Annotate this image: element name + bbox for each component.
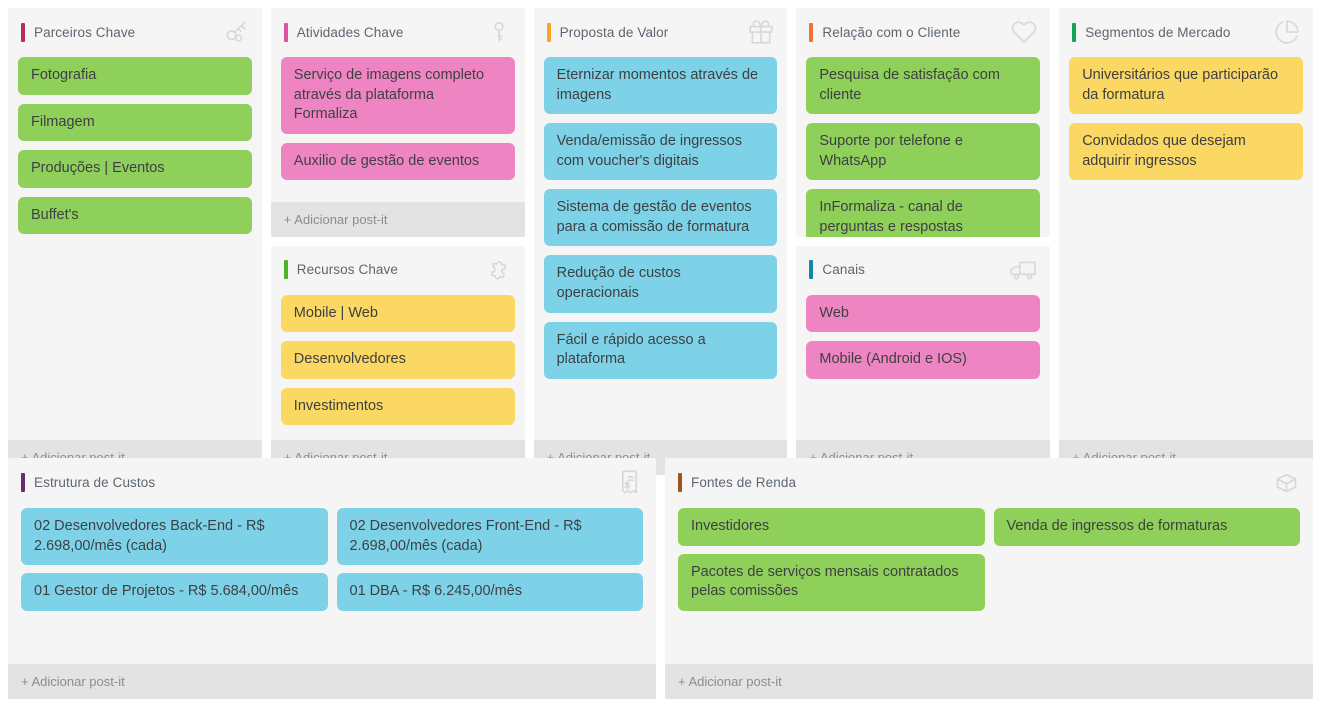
gift-icon [748, 19, 774, 45]
postit[interactable]: Fácil e rápido acesso a plataforma [543, 321, 778, 379]
accent-bar [283, 22, 288, 42]
section-header: Proposta de Valor [534, 8, 788, 54]
accent-bar [283, 260, 288, 280]
postit[interactable]: InFormaliza - canal de perguntas e respo… [806, 189, 1041, 237]
keys-icon [223, 19, 249, 45]
section-segmentos-de-mercado: Segmentos de Mercado Universitários que … [1059, 8, 1313, 475]
section-title: Parceiros Chave [34, 24, 136, 40]
postit-list: Mobile | Web Desenvolvedores Investiment… [271, 292, 525, 440]
section-atividades-chave: Atividades Chave Serviço de imagens comp… [270, 8, 525, 237]
postit[interactable]: Eternizar momentos através de imagens [543, 57, 778, 115]
section-title: Canais [822, 262, 866, 278]
key-icon [486, 19, 512, 45]
postit[interactable]: Desenvolvedores [280, 341, 515, 379]
postit-list: Web Mobile (Android e IOS) [796, 292, 1050, 440]
accent-bar [809, 22, 814, 42]
section-title: Segmentos de Mercado [1085, 24, 1231, 40]
accent-bar [546, 22, 551, 42]
canvas-bottom-row: Estrutura de Custos $ 02 Desenvolvedores… [8, 458, 1313, 699]
section-title: Recursos Chave [296, 262, 398, 278]
section-title: Relação com o Cliente [822, 24, 961, 40]
postit[interactable]: Sistema de gestão de eventos para a comi… [543, 189, 778, 247]
postit[interactable]: Filmagem [18, 103, 252, 142]
pie-chart-icon [1274, 19, 1300, 45]
postit[interactable]: Redução de custos operacionais [543, 255, 778, 313]
postit[interactable]: Investimentos [280, 387, 515, 426]
postit[interactable]: Auxilio de gestão de eventos [280, 142, 515, 181]
postit[interactable]: 02 Desenvolvedores Front-End - R$ 2.698,… [336, 508, 643, 566]
postit-list: Fotografia Filmagem Produções | Eventos … [8, 54, 262, 440]
postit[interactable]: 01 Gestor de Projetos - R$ 5.684,00/mês [21, 573, 328, 611]
postit[interactable]: Fotografia [18, 57, 252, 95]
canvas-top-row: Parceiros Chave Fotografia Filmagem Prod… [8, 8, 1313, 475]
section-header: Recursos Chave [271, 246, 525, 292]
heart-icon [1011, 19, 1037, 45]
section-parceiros-chave: Parceiros Chave Fotografia Filmagem Prod… [8, 8, 262, 475]
postit[interactable]: Buffet's [18, 196, 252, 235]
canvas-column: Relação com o Cliente Pesquisa de satisf… [796, 8, 1051, 475]
postit[interactable]: Pesquisa de satisfação com cliente [806, 57, 1041, 115]
postit[interactable]: 01 DBA - R$ 6.245,00/mês [336, 573, 643, 611]
postit-list: Eternizar momentos através de imagens Ve… [534, 54, 788, 440]
section-header: Fontes de Renda [665, 458, 1313, 505]
accent-bar [809, 260, 814, 280]
section-canais: Canais Web Mobile (Android e IOS) + Adic… [796, 245, 1051, 475]
section-title: Estrutura de Custos [34, 475, 156, 490]
postit[interactable]: Venda/emissão de ingressos com voucher's… [543, 123, 778, 181]
accent-bar [1072, 22, 1077, 42]
section-header: Canais [796, 246, 1050, 292]
postit[interactable]: 02 Desenvolvedores Back-End - R$ 2.698,0… [21, 508, 328, 566]
section-header: Segmentos de Mercado [1059, 8, 1313, 54]
section-header: Parceiros Chave [8, 8, 262, 54]
add-postit-button[interactable]: + Adicionar post-it [665, 664, 1313, 699]
section-recursos-chave: Recursos Chave Mobile | Web Desenvolvedo… [270, 245, 525, 475]
section-proposta-de-valor: Proposta de Valor Eternizar momentos atr… [533, 8, 788, 475]
add-postit-button[interactable]: + Adicionar post-it [8, 664, 656, 699]
postit-grid: 02 Desenvolvedores Back-End - R$ 2.698,0… [8, 505, 656, 664]
postit-list: Universitários que participarão da forma… [1059, 54, 1313, 440]
section-title: Proposta de Valor [559, 24, 669, 40]
postit[interactable]: Web [806, 294, 1041, 333]
postit[interactable]: Universitários que participarão da forma… [1069, 57, 1303, 115]
postit[interactable]: Serviço de imagens completo através da p… [280, 57, 515, 134]
section-header: Relação com o Cliente [796, 8, 1050, 54]
postit[interactable]: Mobile (Android e IOS) [806, 341, 1041, 379]
accent-bar [21, 473, 25, 492]
accent-bar [678, 473, 682, 492]
postit[interactable]: Pacotes de serviços mensais contratados … [678, 553, 985, 611]
postit[interactable]: Mobile | Web [280, 294, 515, 333]
section-relacao-com-o-cliente: Relação com o Cliente Pesquisa de satisf… [796, 8, 1051, 237]
postit[interactable]: Venda de ingressos de formaturas [993, 508, 1300, 546]
section-header: Atividades Chave [271, 8, 525, 54]
accent-bar [21, 22, 25, 42]
postit-grid: Investidores Venda de ingressos de forma… [665, 505, 1313, 664]
truck-icon [1009, 257, 1037, 283]
section-title: Atividades Chave [296, 24, 404, 40]
postit[interactable]: Produções | Eventos [18, 150, 252, 188]
section-title: Fontes de Renda [691, 475, 797, 490]
cost-receipt-icon: $ [616, 469, 643, 496]
postit[interactable]: Convidados que desejam adquirir ingresso… [1069, 123, 1303, 181]
section-estrutura-de-custos: Estrutura de Custos $ 02 Desenvolvedores… [8, 458, 656, 699]
postit[interactable]: Suporte por telefone e WhatsApp [806, 123, 1041, 181]
money-icon [1273, 469, 1300, 496]
section-header: Estrutura de Custos $ [8, 458, 656, 505]
add-postit-button[interactable]: + Adicionar post-it [270, 201, 525, 237]
svg-text:$: $ [625, 481, 630, 490]
puzzle-icon [486, 257, 512, 283]
postit[interactable]: Investidores [678, 508, 985, 546]
postit-list: Pesquisa de satisfação com cliente Supor… [796, 54, 1050, 237]
postit-list: Serviço de imagens completo através da p… [271, 54, 525, 202]
section-fontes-de-renda: Fontes de Renda Investidores Venda de in… [665, 458, 1313, 699]
canvas-column: Atividades Chave Serviço de imagens comp… [270, 8, 525, 475]
